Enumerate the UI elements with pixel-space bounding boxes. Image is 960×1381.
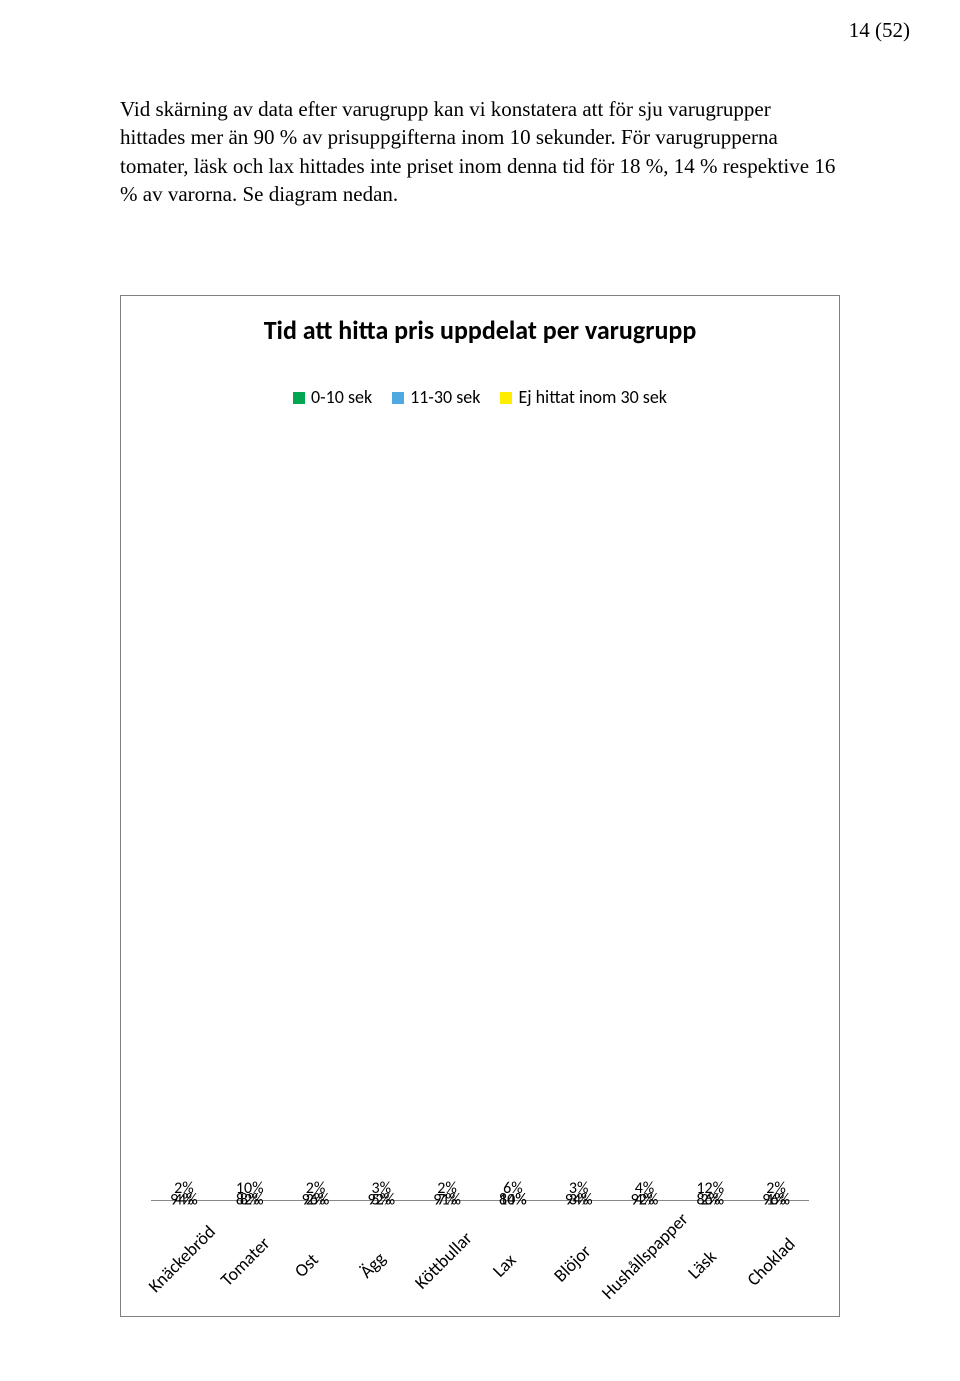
legend-label: Ej hittat inom 30 sek — [518, 386, 667, 408]
legend-label: 11-30 sek — [410, 386, 480, 408]
chart-x-axis: KnäckebrödTomaterOstÄggKöttbullarLaxBlöj… — [151, 1206, 809, 1311]
chart-plot-area: 2%4%94%10%8%82%2%2%96%3%5%92%2%7%91%6%10… — [151, 451, 809, 1201]
legend-swatch — [293, 392, 305, 404]
chart-legend: 0-10 sek 11-30 sek Ej hittat inom 30 sek — [121, 386, 839, 408]
legend-item: Ej hittat inom 30 sek — [500, 386, 667, 408]
page-number: 14 (52) — [849, 18, 910, 43]
legend-item: 0-10 sek — [293, 386, 372, 408]
legend-label: 0-10 sek — [311, 386, 372, 408]
legend-swatch — [392, 392, 404, 404]
body-paragraph: Vid skärning av data efter varugrupp kan… — [120, 95, 840, 208]
chart-container: Tid att hitta pris uppdelat per varugrup… — [120, 295, 840, 1317]
legend-item: 11-30 sek — [392, 386, 480, 408]
x-axis-label-text: Knäckebröd — [144, 1221, 220, 1297]
chart-title: Tid att hitta pris uppdelat per varugrup… — [121, 314, 839, 346]
legend-swatch — [500, 392, 512, 404]
